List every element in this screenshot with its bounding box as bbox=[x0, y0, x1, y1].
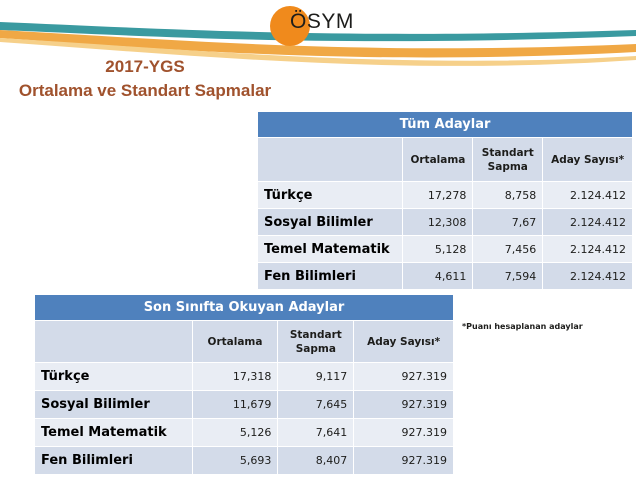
table-row: Fen Bilimleri 4,611 7,594 2.124.412 bbox=[256, 262, 633, 290]
column-header-count: Aday Sayısı* bbox=[353, 320, 454, 363]
logo-circle bbox=[270, 6, 310, 46]
title-subtitle: Ortalama ve Standart Sapmalar bbox=[18, 81, 272, 100]
subject-cell: Sosyal Bilimler bbox=[34, 390, 193, 419]
subject-cell: Türkçe bbox=[34, 362, 193, 391]
count-cell: 927.319 bbox=[353, 390, 454, 419]
mean-cell: 17,318 bbox=[191, 362, 279, 391]
count-cell: 927.319 bbox=[353, 446, 454, 475]
table-title: Tüm Adaylar bbox=[257, 111, 633, 138]
table-all-candidates: Tüm Adaylar Ortalama Standart Sapma Aday… bbox=[256, 111, 633, 290]
footnote: *Puanı hesaplanan adaylar bbox=[462, 322, 583, 331]
header-swoosh-decoration bbox=[0, 22, 636, 66]
table-row: Türkçe 17,278 8,758 2.124.412 bbox=[256, 181, 633, 209]
sd-cell: 8,407 bbox=[277, 446, 355, 475]
mean-cell: 12,308 bbox=[402, 208, 474, 236]
column-header-mean: Ortalama bbox=[191, 320, 279, 363]
table-title: Son Sınıfta Okuyan Adaylar bbox=[34, 294, 454, 321]
column-header-sd: Standart Sapma bbox=[277, 320, 355, 363]
mean-cell: 17,278 bbox=[402, 181, 474, 209]
table-row: Sosyal Bilimler 12,308 7,67 2.124.412 bbox=[256, 208, 633, 236]
subject-cell: Fen Bilimleri bbox=[34, 446, 193, 475]
mean-cell: 11,679 bbox=[191, 390, 279, 419]
header-empty-cell bbox=[256, 137, 404, 182]
table-row: Temel Matematik 5,128 7,456 2.124.412 bbox=[256, 235, 633, 263]
mean-cell: 5,126 bbox=[191, 418, 279, 447]
sd-cell: 7,456 bbox=[472, 235, 544, 263]
header-empty-cell bbox=[34, 320, 193, 363]
mean-cell: 4,611 bbox=[402, 262, 474, 290]
osym-logo: ÖSYM bbox=[270, 4, 380, 48]
count-cell: 927.319 bbox=[353, 418, 454, 447]
sd-cell: 7,594 bbox=[472, 262, 544, 290]
logo-text: ÖSYM bbox=[290, 10, 354, 33]
subject-cell: Temel Matematik bbox=[256, 235, 404, 263]
column-header-sd: Standart Sapma bbox=[472, 137, 544, 182]
subject-cell: Türkçe bbox=[256, 181, 404, 209]
sd-cell: 7,645 bbox=[277, 390, 355, 419]
page-title: 2017-YGS Ortalama ve Standart Sapmalar bbox=[0, 56, 290, 102]
mean-cell: 5,693 bbox=[191, 446, 279, 475]
subject-cell: Temel Matematik bbox=[34, 418, 193, 447]
table-row: Temel Matematik 5,126 7,641 927.319 bbox=[34, 418, 454, 447]
subject-cell: Sosyal Bilimler bbox=[256, 208, 404, 236]
table-final-year-candidates: Son Sınıfta Okuyan Adaylar Ortalama Stan… bbox=[34, 294, 454, 475]
table-row: Sosyal Bilimler 11,679 7,645 927.319 bbox=[34, 390, 454, 419]
sd-cell: 7,67 bbox=[472, 208, 544, 236]
count-cell: 2.124.412 bbox=[542, 208, 633, 236]
mean-cell: 5,128 bbox=[402, 235, 474, 263]
sd-cell: 9,117 bbox=[277, 362, 355, 391]
table-row: Türkçe 17,318 9,117 927.319 bbox=[34, 362, 454, 391]
sd-cell: 8,758 bbox=[472, 181, 544, 209]
column-header-count: Aday Sayısı* bbox=[542, 137, 633, 182]
count-cell: 2.124.412 bbox=[542, 181, 633, 209]
count-cell: 2.124.412 bbox=[542, 262, 633, 290]
subject-cell: Fen Bilimleri bbox=[256, 262, 404, 290]
count-cell: 2.124.412 bbox=[542, 235, 633, 263]
count-cell: 927.319 bbox=[353, 362, 454, 391]
title-year: 2017-YGS bbox=[105, 57, 185, 76]
sd-cell: 7,641 bbox=[277, 418, 355, 447]
table-row: Fen Bilimleri 5,693 8,407 927.319 bbox=[34, 446, 454, 475]
column-header-mean: Ortalama bbox=[402, 137, 474, 182]
